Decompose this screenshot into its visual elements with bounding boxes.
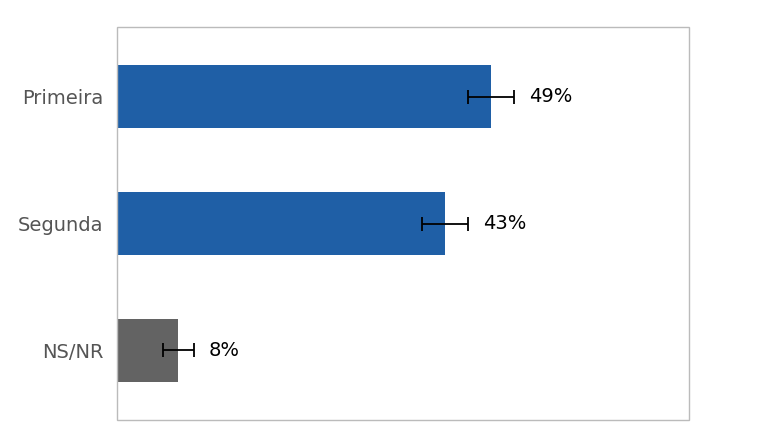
- Bar: [117, 65, 491, 128]
- Bar: [117, 319, 179, 382]
- Text: 49%: 49%: [529, 87, 572, 106]
- Text: 8%: 8%: [209, 341, 240, 360]
- Bar: [117, 192, 446, 255]
- Text: 43%: 43%: [483, 214, 527, 233]
